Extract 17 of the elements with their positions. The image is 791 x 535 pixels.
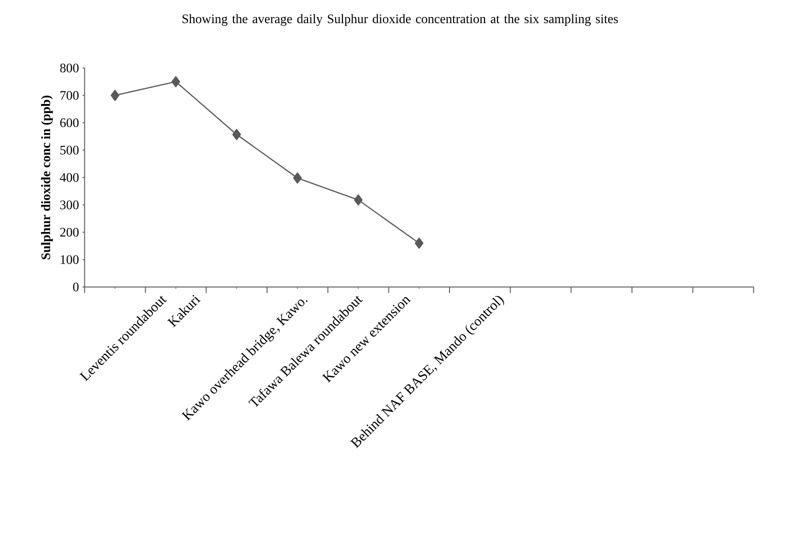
y-tick-label: 100 [60,255,79,264]
point [354,194,363,206]
y-tick-label: 600 [60,118,79,128]
point [110,90,120,101]
y-tick-label: 500 [60,146,79,154]
point [232,128,241,140]
point [414,238,424,249]
y-tick-label: 0 [73,282,79,292]
y-tick-label: 200 [60,228,79,237]
y-axis-title: Sulphur dioxide conc in (ppb) [41,96,53,260]
y-tick-label: 700 [60,91,79,100]
y-tick-label: 300 [60,200,79,210]
y-tick-label: 400 [60,173,79,182]
y-tick-label: 800 [60,64,79,72]
point [293,172,302,184]
point [171,76,180,88]
chart-title: Showing the average daily Sulphur dioxide concentration at the six sampling sites [182,14,618,26]
